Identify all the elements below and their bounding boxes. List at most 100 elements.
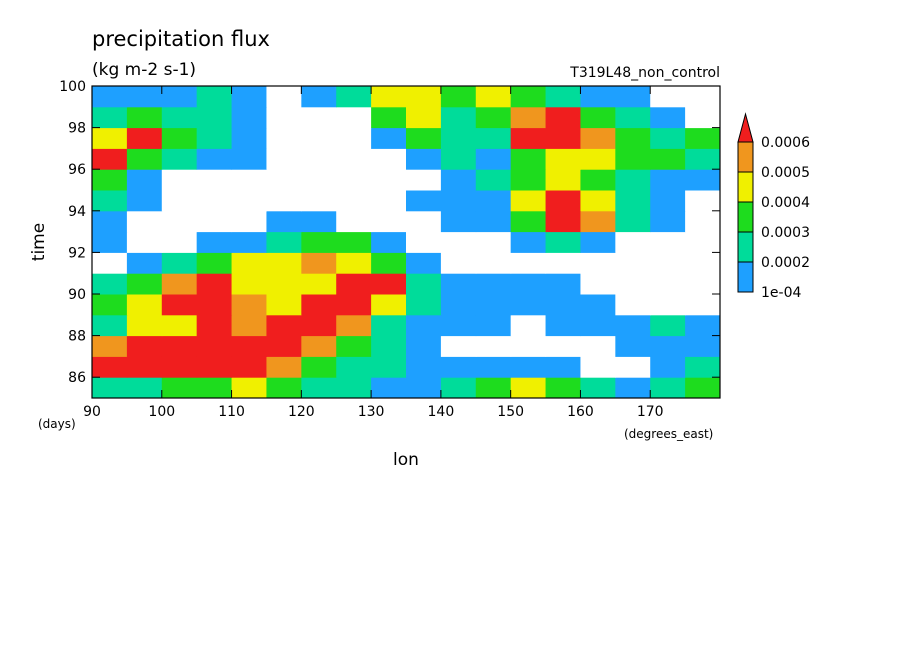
field-cell [650,190,686,212]
field-cell [301,273,337,295]
field-cell [650,210,686,233]
field-cell [301,190,337,212]
field-cell [475,169,512,191]
field-cell [510,294,547,316]
field-cell [615,377,651,399]
field-cell [580,86,616,108]
field-cell [475,231,512,253]
field-cell [545,210,581,233]
field-cell [126,210,163,233]
field-cell [196,190,233,212]
y-unit: (days) [38,417,76,431]
field-cell [371,210,407,233]
field-cell [336,231,372,253]
field-cell [126,127,163,149]
field-cell [406,148,442,170]
field-cell [196,314,233,337]
field-cell [92,190,128,212]
field-cell [545,86,581,108]
x-tick-label: 140 [428,404,455,420]
field-cell [92,210,128,233]
field-cell [615,231,651,253]
x-tick-label: 120 [288,404,315,420]
field-cell [475,86,512,108]
run-label: T319L48_non_control [569,65,720,81]
field-cell [301,377,337,399]
field-cell [196,377,233,399]
field-cell [685,190,721,212]
field-cell [406,377,442,399]
field-cell [615,106,651,129]
field-cell [650,127,686,149]
field-cell [336,210,372,233]
field-cell [231,377,267,399]
field-cell [440,231,477,253]
field-cell [161,148,198,170]
field-cell [475,127,512,149]
field-cell [266,314,302,337]
field-cell [196,86,233,108]
field-cell [406,314,442,337]
field-cell [126,377,163,399]
field-cell [475,335,512,357]
field-cell [371,106,407,129]
field-cell [231,169,267,191]
field-cell [161,127,198,149]
field-cell [510,106,547,129]
field-cell [301,294,337,316]
field-cell [510,356,547,378]
field-cell [510,377,547,399]
field-cell [615,273,651,295]
field-cell [406,106,442,129]
field-cell [406,127,442,149]
field-cell [126,148,163,170]
field-cell [615,210,651,233]
field-cell [615,127,651,149]
legend-label: 1e-04 [761,285,801,301]
field-cell [92,314,128,337]
field-cell [301,231,337,253]
field-cell [510,335,547,357]
field-cell [650,148,686,170]
field-cell [161,294,198,316]
field-cell [440,106,477,129]
field-cell [475,252,512,274]
field-cell [475,210,512,233]
field-cell [440,314,477,337]
field-cell [650,377,686,399]
field-cell [580,210,616,233]
field-cell [371,294,407,316]
field-cell [545,314,581,337]
field-cell [266,148,302,170]
field-cell [406,210,442,233]
legend-label: 0.0003 [761,225,810,241]
field-cell [440,356,477,378]
y-tick-label: 98 [68,121,86,137]
field-cell [231,148,267,170]
field-cell [440,210,477,233]
field-cell [266,356,302,378]
legend-label: 0.0006 [761,135,810,151]
field-cell [685,127,721,149]
y-tick-label: 90 [68,287,86,303]
field-cell [92,127,128,149]
field-cell [266,231,302,253]
field-cell [545,335,581,357]
field-cell [266,377,302,399]
plot-frame [91,85,721,399]
field-cell [685,148,721,170]
field-cell [371,252,407,274]
field-cell [161,273,198,295]
legend-swatch [737,261,754,293]
field-cell [650,314,686,337]
field-cell [266,86,302,108]
y-axis-label: time [29,223,49,261]
field-cell [336,377,372,399]
field-cell [161,106,198,129]
x-tick-label: 100 [148,404,175,420]
field-cell [266,169,302,191]
field-cell [371,273,407,295]
field-cell [580,190,616,212]
field-cell [510,169,547,191]
field-cell [196,356,233,378]
